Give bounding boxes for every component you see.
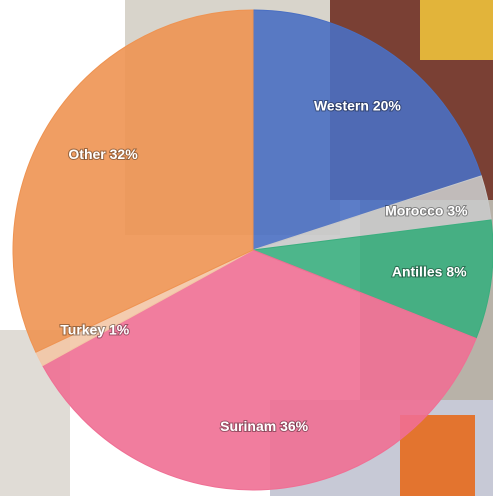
slice-name: Surinam	[220, 418, 276, 434]
slice-label: Surinam 36%	[220, 418, 308, 434]
screen: Western 20% Morocco 3% Antilles 8% Surinam …	[0, 0, 493, 496]
slice-name: Western	[314, 97, 369, 113]
pie-chart: Western 20% Morocco 3% Antilles 8% Surinam …	[13, 10, 493, 490]
slice-name: Turkey	[60, 321, 105, 337]
slice-name: Morocco	[385, 202, 443, 218]
slice-name: Antilles	[392, 263, 443, 279]
slice-label: Turkey 1%	[60, 321, 130, 337]
slice-value: 32%	[110, 146, 139, 162]
slice-value: 20%	[373, 97, 402, 113]
slice-label: Other 32%	[68, 146, 138, 162]
slice-label: Antilles 8%	[392, 263, 467, 279]
slice-value: 8%	[446, 263, 467, 279]
slice-value: 36%	[280, 418, 309, 434]
slice-value: 1%	[109, 321, 130, 337]
slice-label: Western 20%	[314, 97, 401, 113]
slice-name: Other	[68, 146, 106, 162]
slice-value: 3%	[447, 202, 468, 218]
slice-label: Morocco 3%	[385, 202, 468, 218]
